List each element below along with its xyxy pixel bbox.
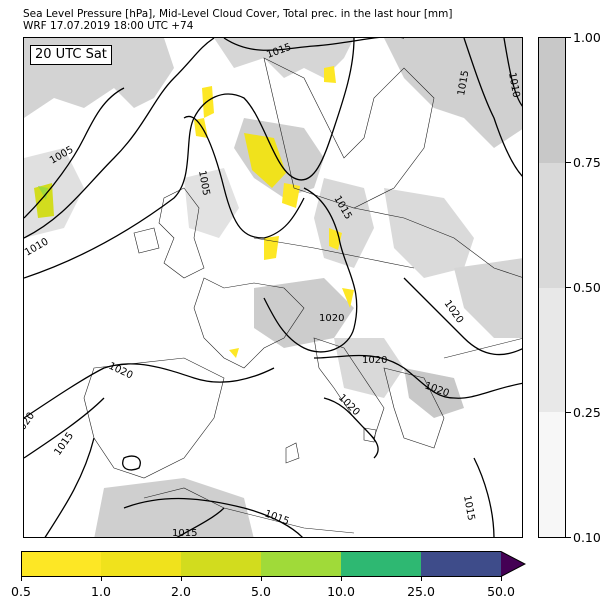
isobar-label: 1020 bbox=[362, 355, 387, 366]
precip-cbar-tick bbox=[261, 576, 262, 581]
precip-cbar-tick bbox=[501, 576, 502, 581]
isobar-labels: 1015 1015 1010 1005 1005 1010 1015 1020 … bbox=[24, 42, 521, 538]
isobar-label: 1015 bbox=[172, 528, 197, 538]
cloud-cbar-band bbox=[539, 38, 565, 163]
cloud-cbar-tick bbox=[566, 412, 571, 413]
cloud-cbar-tick bbox=[566, 37, 571, 38]
cloud-cbar-label: 0.25 bbox=[573, 405, 601, 420]
isobar-label: 1020 bbox=[24, 411, 37, 438]
cloud-cbar-label: 1.00 bbox=[573, 30, 601, 45]
precip-cbar-band bbox=[261, 551, 341, 577]
isobar-label: 1010 bbox=[506, 72, 521, 99]
precip-colorbar bbox=[21, 551, 526, 577]
precip-cbar-label: 1.0 bbox=[91, 584, 111, 599]
cloud-cbar-tick bbox=[566, 287, 571, 288]
precip-cbar-tick bbox=[341, 576, 342, 581]
cloud-cbar-tick bbox=[566, 162, 571, 163]
precip-cbar-extend-arrow bbox=[501, 551, 525, 577]
time-label: 20 UTC Sat bbox=[30, 45, 112, 65]
precip-cbar-tick bbox=[21, 576, 22, 581]
cloud-cbar-tick bbox=[566, 537, 571, 538]
cloud-cover-layer bbox=[24, 38, 522, 537]
precip-cbar-label: 5.0 bbox=[251, 584, 271, 599]
coastlines bbox=[83, 57, 522, 534]
precip-cbar-tick bbox=[101, 576, 102, 581]
cloud-cbar-label: 0.10 bbox=[573, 530, 601, 545]
map-title-line1: Sea Level Pressure [hPa], Mid-Level Clou… bbox=[23, 8, 453, 20]
isobar-label: 1005 bbox=[196, 170, 211, 197]
precip-cbar-label: 0.5 bbox=[11, 584, 31, 599]
isobar-label: 1015 bbox=[263, 508, 291, 527]
isobar-label: 1020 bbox=[442, 298, 466, 325]
isobars bbox=[24, 38, 522, 537]
isobar-label: 1010 bbox=[24, 236, 51, 258]
cloud-cbar-band bbox=[539, 163, 565, 288]
isobar-label: 1015 bbox=[52, 431, 76, 458]
precip-cbar-label: 2.0 bbox=[171, 584, 191, 599]
precip-cbar-label: 10.0 bbox=[327, 584, 355, 599]
cloud-cbar-label: 0.50 bbox=[573, 280, 601, 295]
precip-cbar-outline bbox=[21, 551, 526, 577]
cloud-cover-colorbar bbox=[538, 37, 566, 538]
precip-cbar-band bbox=[21, 551, 101, 577]
precip-cbar-band bbox=[101, 551, 181, 577]
cloud-cbar-label: 0.75 bbox=[573, 155, 601, 170]
weather-map: 1015 1015 1010 1005 1005 1010 1015 1020 … bbox=[23, 37, 523, 538]
precip-cbar-band bbox=[181, 551, 261, 577]
precip-cbar-label: 50.0 bbox=[487, 584, 515, 599]
precip-cbar-band bbox=[341, 551, 421, 577]
cloud-cbar-band bbox=[539, 288, 565, 412]
precip-cbar-tick bbox=[421, 576, 422, 581]
isobar-label: 1015 bbox=[456, 70, 471, 97]
precip-cbar-label: 25.0 bbox=[407, 584, 435, 599]
precip-layer bbox=[34, 66, 354, 358]
isobar-label: 1020 bbox=[319, 313, 344, 324]
map-canvas: 1015 1015 1010 1005 1005 1010 1015 1020 … bbox=[24, 38, 522, 538]
isobar-label: 1015 bbox=[461, 495, 476, 522]
map-title-line2: WRF 17.07.2019 18:00 UTC +74 bbox=[23, 20, 194, 32]
cloud-cbar-band bbox=[539, 412, 565, 537]
precip-cbar-tick bbox=[181, 576, 182, 581]
precip-cbar-band bbox=[421, 551, 501, 577]
